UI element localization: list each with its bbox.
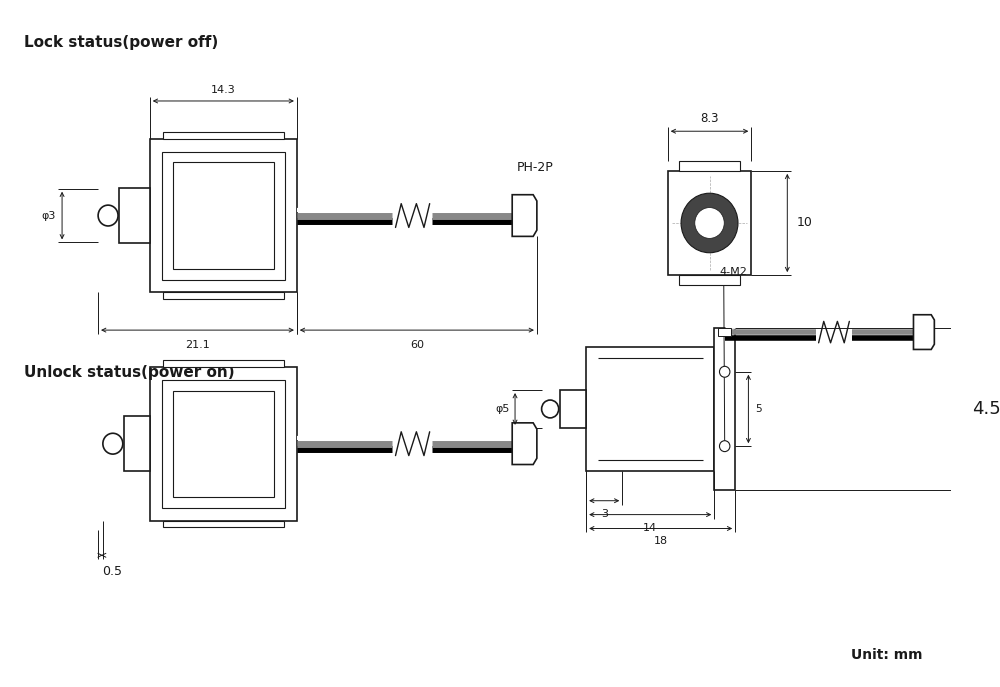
Polygon shape: [163, 293, 284, 300]
Polygon shape: [714, 328, 735, 490]
Text: φ5: φ5: [495, 404, 509, 414]
Circle shape: [719, 440, 730, 451]
Text: PH-2P: PH-2P: [517, 161, 554, 174]
Text: Unit: mm: Unit: mm: [851, 649, 923, 662]
Text: 14.3: 14.3: [211, 85, 236, 95]
Text: 14: 14: [643, 523, 657, 532]
Polygon shape: [560, 390, 586, 428]
Circle shape: [103, 433, 123, 454]
Text: 60: 60: [410, 340, 424, 350]
Text: 3: 3: [601, 508, 608, 519]
Circle shape: [542, 400, 559, 418]
Text: 8.3: 8.3: [700, 112, 719, 125]
Circle shape: [681, 193, 738, 253]
Polygon shape: [150, 367, 297, 521]
Text: 4.5: 4.5: [972, 400, 1000, 418]
Polygon shape: [679, 275, 740, 285]
Polygon shape: [163, 360, 284, 367]
Polygon shape: [512, 194, 537, 236]
Polygon shape: [668, 171, 751, 275]
Polygon shape: [124, 416, 150, 471]
Circle shape: [98, 205, 118, 226]
Text: 18: 18: [654, 537, 668, 546]
Circle shape: [719, 366, 730, 377]
Text: 10: 10: [797, 216, 813, 229]
Polygon shape: [150, 139, 297, 293]
Text: 5: 5: [755, 404, 762, 414]
Polygon shape: [163, 521, 284, 528]
Polygon shape: [913, 315, 934, 350]
Polygon shape: [512, 423, 537, 464]
Text: 0.5: 0.5: [102, 565, 122, 578]
Polygon shape: [119, 188, 150, 243]
Polygon shape: [586, 347, 714, 471]
Text: Unlock status(power on): Unlock status(power on): [24, 365, 234, 380]
Text: 21.1: 21.1: [185, 340, 210, 350]
Polygon shape: [718, 328, 731, 336]
Text: Lock status(power off): Lock status(power off): [24, 34, 218, 49]
Circle shape: [695, 207, 724, 238]
Polygon shape: [163, 132, 284, 139]
Text: φ3: φ3: [41, 210, 55, 221]
Polygon shape: [679, 161, 740, 171]
Text: 4-M2: 4-M2: [719, 267, 747, 277]
